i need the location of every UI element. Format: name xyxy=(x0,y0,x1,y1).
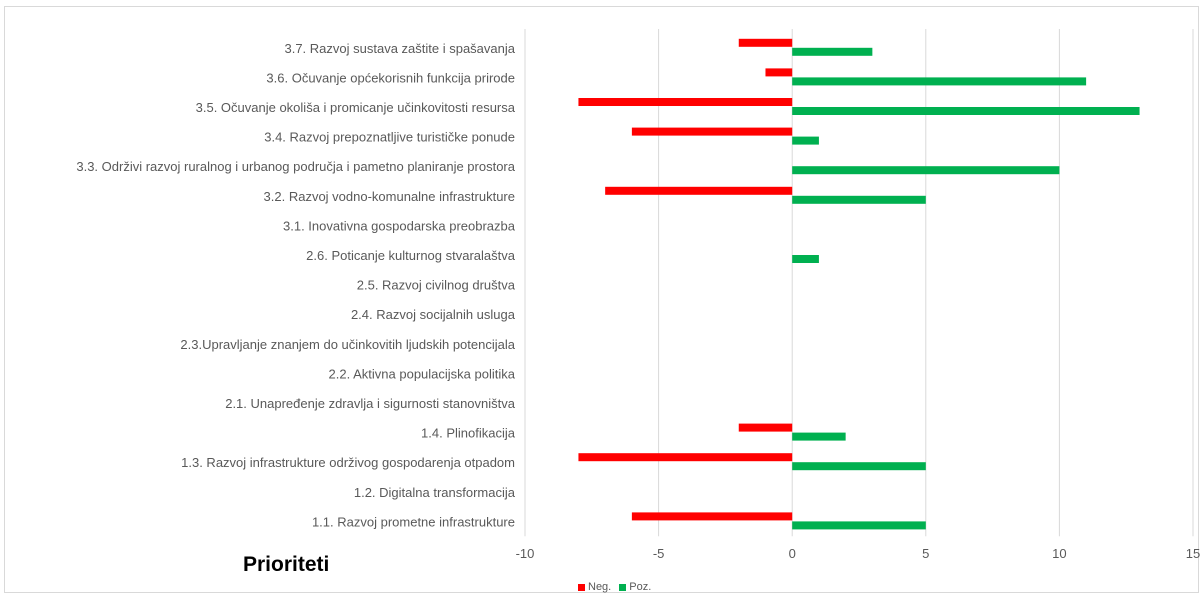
legend-item: Neg. xyxy=(578,581,611,593)
bar-poz xyxy=(792,255,819,263)
category-label: 2.1. Unapređenje zdravlja i sigurnosti s… xyxy=(225,396,516,411)
bar-poz xyxy=(792,107,1139,115)
legend-label: Poz. xyxy=(629,581,651,593)
x-tick-label: -5 xyxy=(653,546,665,561)
category-label: 2.6. Poticanje kulturnog stvaralaštva xyxy=(306,248,516,263)
bar-neg xyxy=(739,424,792,432)
chart-title: Prioriteti xyxy=(243,553,329,577)
legend-swatch xyxy=(578,584,585,591)
category-label: 3.4. Razvoj prepoznatljive turističke po… xyxy=(264,130,515,145)
category-label: 3.3. Održivi razvoj ruralnog i urbanog p… xyxy=(76,159,515,174)
category-label: 2.4. Razvoj socijalnih usluga xyxy=(351,307,516,322)
category-label: 3.1. Inovativna gospodarska preobrazba xyxy=(283,218,516,233)
bar-neg xyxy=(739,39,792,47)
category-label: 3.5. Očuvanje okoliša i promicanje učink… xyxy=(196,100,516,115)
legend-swatch xyxy=(619,584,626,591)
bar-poz xyxy=(792,196,926,204)
x-tick-label: 5 xyxy=(922,546,929,561)
bar-poz xyxy=(792,48,872,56)
category-label: 1.4. Plinofikacija xyxy=(421,426,516,441)
x-tick-label: 10 xyxy=(1052,546,1066,561)
category-label: 2.2. Aktivna populacijska politika xyxy=(329,366,516,381)
bar-neg xyxy=(605,187,792,195)
category-label: 3.2. Razvoj vodno-komunalne infrastruktu… xyxy=(264,189,515,204)
category-label: 3.6. Očuvanje općekorisnih funkcija prir… xyxy=(266,70,515,85)
bar-poz xyxy=(792,166,1059,174)
legend: Neg. Poz. xyxy=(578,581,651,593)
bar-neg xyxy=(765,68,792,76)
bar-neg xyxy=(578,98,792,106)
chart-frame: -10 -5 0 5 10 15 3.7. Razvoj sustava zaštite i… xyxy=(4,6,1199,593)
category-label: 3.7. Razvoj sustava zaštite i spašavanja xyxy=(284,41,515,56)
x-tick-label: 15 xyxy=(1186,546,1200,561)
bar-poz xyxy=(792,433,845,441)
x-tick-label: 0 xyxy=(789,546,796,561)
category-label: 1.1. Razvoj prometne infrastrukture xyxy=(312,514,515,529)
legend-item: Poz. xyxy=(619,581,651,593)
legend-label: Neg. xyxy=(588,581,611,593)
x-tick-label: -10 xyxy=(516,546,535,561)
category-label: 2.3.Upravljanje znanjem do učinkovitih l… xyxy=(180,337,515,352)
bar-poz xyxy=(792,521,926,529)
bar-poz xyxy=(792,137,819,145)
category-label: 1.2. Digitalna transformacija xyxy=(354,485,516,500)
category-label: 1.3. Razvoj infrastrukture održivog gosp… xyxy=(181,455,515,470)
bar-poz xyxy=(792,462,926,470)
category-label: 2.5. Razvoj civilnog društva xyxy=(357,278,516,293)
bar-neg xyxy=(632,128,792,136)
bar-poz xyxy=(792,77,1086,85)
bar-chart: -10 -5 0 5 10 15 3.7. Razvoj sustava zaštite i… xyxy=(5,7,1200,594)
bar-neg xyxy=(632,512,792,520)
bar-neg xyxy=(578,453,792,461)
